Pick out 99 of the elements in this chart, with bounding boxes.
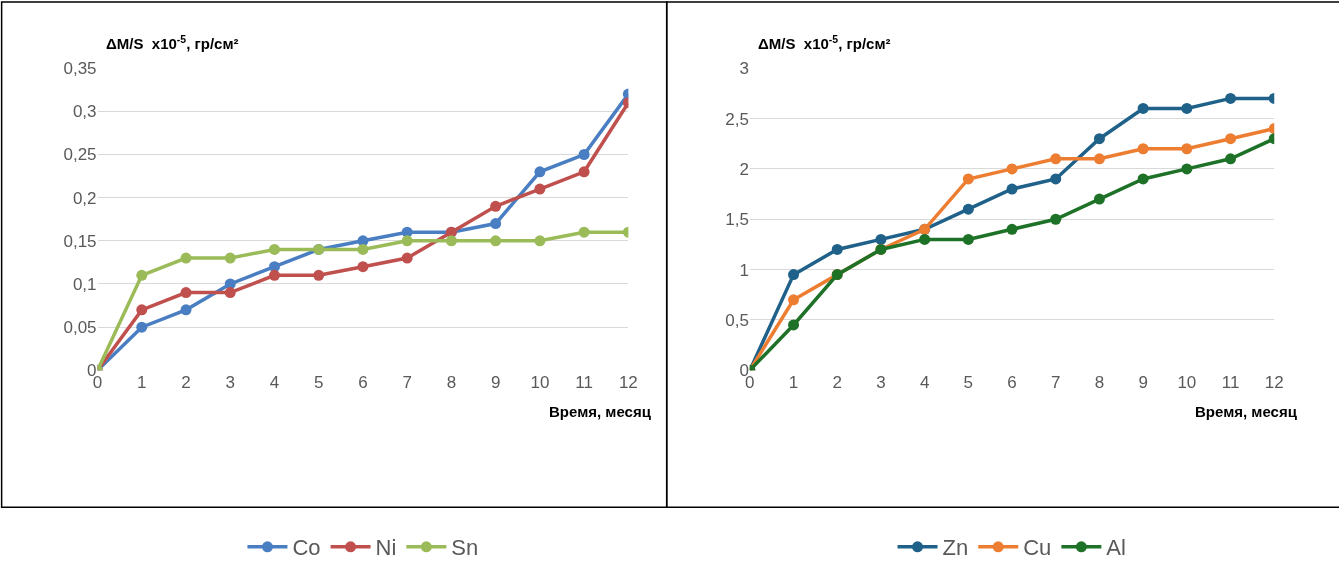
y-axis-title: ΔM/S x10$^{-5}$, гр/см² <box>106 33 239 53</box>
point <box>224 287 236 299</box>
point <box>490 200 502 212</box>
point <box>180 304 192 316</box>
point <box>831 243 843 255</box>
x-tick-label: 8 <box>1094 373 1105 393</box>
y-tick-label: 0,35 <box>63 59 97 79</box>
x-tick-label: 1 <box>788 373 799 393</box>
y-tick-label: 0,3 <box>72 102 97 122</box>
x-tick-label: 6 <box>358 373 368 393</box>
point <box>534 235 546 247</box>
point <box>1181 102 1193 114</box>
x-tick-label: 9 <box>490 373 501 393</box>
y-tick-label: 0,5 <box>725 310 749 330</box>
x-tick-label: 5 <box>963 373 974 393</box>
y-tick-label: 3 <box>739 59 749 79</box>
point <box>1225 133 1237 145</box>
x-tick-label: 2 <box>832 373 842 393</box>
x-tick-label: 7 <box>1051 373 1061 393</box>
point <box>1137 173 1149 185</box>
point <box>401 235 413 247</box>
y-tick-label: 0,05 <box>63 318 97 338</box>
point <box>962 233 974 245</box>
point <box>136 269 148 281</box>
point <box>1006 163 1018 175</box>
point <box>1093 133 1105 145</box>
legend-label: Sn <box>451 535 479 561</box>
y-tick-label: 2 <box>739 159 749 179</box>
x-tick-label: 10 <box>1177 373 1197 393</box>
point <box>1137 143 1149 155</box>
point <box>1181 143 1193 155</box>
point <box>578 149 590 161</box>
x-tick-label: 12 <box>1264 373 1284 393</box>
y-axis-title: ΔM/S x10$^{-5}$, гр/см² <box>758 33 891 53</box>
point <box>445 235 457 247</box>
legend-label: Al <box>1106 535 1126 561</box>
point <box>1181 163 1193 175</box>
point <box>180 287 192 299</box>
legend-label: Zn <box>942 535 969 561</box>
point <box>401 252 413 264</box>
point <box>357 243 369 255</box>
point <box>1093 193 1105 205</box>
legend-label: Ni <box>375 535 397 561</box>
x-axis-title: Время, месяц <box>549 403 652 420</box>
y-tick-label: 2,5 <box>725 109 749 129</box>
point <box>180 252 192 264</box>
point <box>1050 153 1062 165</box>
point <box>1225 92 1237 104</box>
point <box>534 166 546 178</box>
point <box>534 183 546 195</box>
x-tick-label: 4 <box>919 373 930 393</box>
point <box>1225 153 1237 165</box>
x-tick-label: 7 <box>402 373 412 393</box>
x-tick-label: 4 <box>269 373 280 393</box>
x-tick-label: 11 <box>1221 373 1240 393</box>
point <box>1050 173 1062 185</box>
x-tick-label: 5 <box>313 373 324 393</box>
point <box>788 269 800 281</box>
point <box>788 319 800 331</box>
point <box>268 269 280 281</box>
point <box>224 252 236 264</box>
point <box>490 235 502 247</box>
point <box>788 294 800 306</box>
y-tick-label: 0,2 <box>72 188 97 208</box>
point <box>136 321 148 333</box>
x-tick-label: 3 <box>225 373 235 393</box>
point <box>1050 213 1062 225</box>
x-tick-label: 1 <box>137 373 147 393</box>
point <box>578 226 590 238</box>
y-tick-label: 1,5 <box>725 210 749 230</box>
point <box>1093 153 1105 165</box>
point <box>357 261 369 273</box>
point <box>490 218 502 230</box>
x-tick-label: 11 <box>575 373 593 393</box>
x-tick-label: 3 <box>876 373 886 393</box>
point <box>1006 223 1018 235</box>
x-tick-label: 2 <box>181 373 191 393</box>
point <box>919 233 931 245</box>
point <box>962 203 974 215</box>
point <box>313 269 325 281</box>
x-tick-label: 9 <box>1138 373 1148 393</box>
x-axis-title: Время, месяц <box>1195 403 1298 420</box>
point <box>1006 183 1018 195</box>
point <box>136 304 148 316</box>
legend-label: Cu <box>1023 535 1052 561</box>
legend-label: Co <box>292 535 321 561</box>
point <box>1137 102 1149 114</box>
point <box>962 173 974 185</box>
y-tick-label: 1 <box>739 260 749 280</box>
x-tick-label: 12 <box>618 373 638 393</box>
x-tick-label: 6 <box>1007 373 1017 393</box>
point <box>268 243 280 255</box>
x-tick-label: 10 <box>530 373 550 393</box>
x-tick-label: 8 <box>446 373 457 393</box>
y-tick-label: 0,25 <box>63 145 97 165</box>
y-tick-label: 0,1 <box>72 274 97 294</box>
point <box>578 166 590 178</box>
point <box>875 233 887 245</box>
y-tick-label: 0,15 <box>63 231 97 251</box>
